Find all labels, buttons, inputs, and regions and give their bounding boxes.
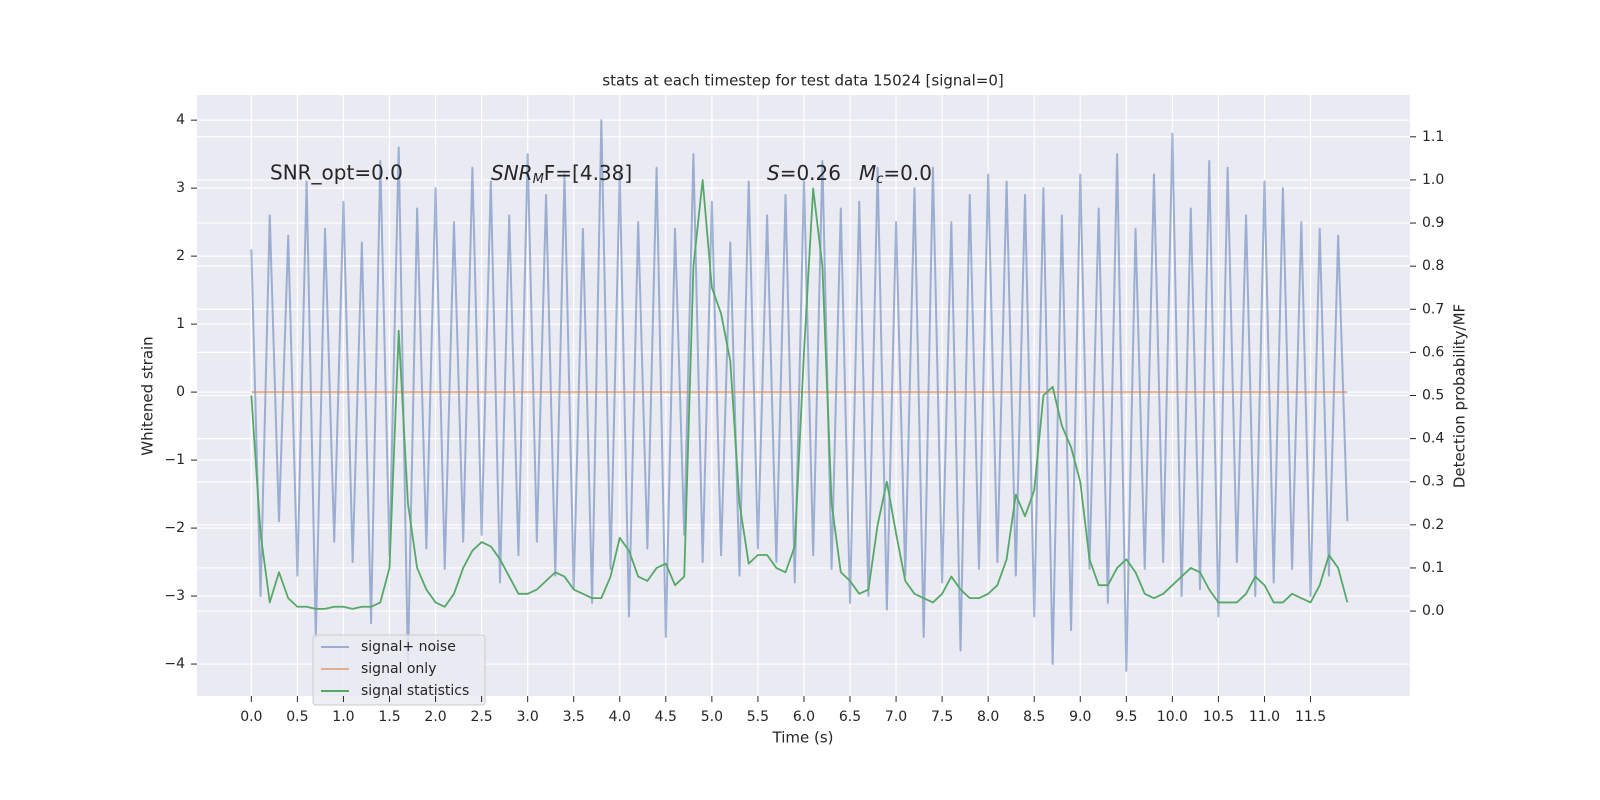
- legend-label: signal+ noise: [361, 639, 456, 655]
- x-tick-label: 4.0: [609, 709, 631, 725]
- x-tick-label: 10.5: [1203, 709, 1234, 725]
- y-tick-label: −1: [164, 452, 185, 468]
- x-tick-label: 4.5: [655, 709, 677, 725]
- y2-tick-label: 0.7: [1422, 301, 1444, 317]
- x-tick-label: 11.0: [1249, 709, 1280, 725]
- annotation: Mc=0.0: [859, 161, 932, 187]
- y2-tick-label: 0.8: [1422, 258, 1444, 274]
- x-tick-label: 10.0: [1157, 709, 1188, 725]
- y-tick-label: −4: [164, 656, 185, 672]
- y-tick-label: 4: [176, 112, 185, 128]
- x-tick-label: 1.0: [332, 709, 354, 725]
- x-tick-label: 7.5: [931, 709, 953, 725]
- legend-box: [312, 634, 486, 706]
- annotation-part: =0.26: [780, 161, 841, 185]
- y2-tick-label: 0.1: [1422, 560, 1444, 576]
- annotation-part: =0.0: [883, 161, 932, 185]
- x-tick-label: 0.0: [240, 709, 262, 725]
- x-tick-label: 2.0: [424, 709, 446, 725]
- y2-tick-label: 0.5: [1422, 388, 1444, 404]
- legend-label: signal only: [361, 661, 436, 677]
- x-tick-label: 1.5: [378, 709, 400, 725]
- x-tick-label: 3.5: [563, 709, 585, 725]
- y2-tick-label: 1.0: [1422, 172, 1444, 188]
- annotation: S=0.26: [767, 161, 841, 185]
- y2-tick-label: 1.1: [1422, 129, 1444, 145]
- legend-label: signal statistics: [361, 683, 469, 699]
- y2-axis-label: Detection probability/MF: [1451, 304, 1469, 488]
- x-axis-label: Time (s): [772, 729, 834, 747]
- y-tick-label: 3: [176, 180, 185, 196]
- annotation: SNR_opt=0.0: [270, 161, 403, 185]
- y-axis-label: Whitened strain: [139, 336, 157, 455]
- x-tick-label: 3.0: [517, 709, 539, 725]
- x-tick-label: 0.5: [286, 709, 308, 725]
- y-tick-label: −2: [164, 520, 185, 536]
- series-line: [250, 119, 1349, 672]
- x-tick-label: 11.5: [1295, 709, 1326, 725]
- annotation-part: SNR: [491, 161, 533, 185]
- y2-tick-label: 0.0: [1422, 603, 1444, 619]
- x-tick-label: 9.0: [1069, 709, 1091, 725]
- x-tick-label: 8.5: [1023, 709, 1045, 725]
- annotation-part: M: [533, 172, 544, 187]
- y2-tick-label: 0.9: [1422, 215, 1444, 231]
- y-tick-label: 0: [176, 384, 185, 400]
- x-tick-label: 2.5: [470, 709, 492, 725]
- y2-tick-label: 0.3: [1422, 474, 1444, 490]
- y2-tick-label: 0.2: [1422, 517, 1444, 533]
- x-tick-label: 6.0: [793, 709, 815, 725]
- x-tick-label: 8.0: [977, 709, 999, 725]
- y-tick-label: 2: [176, 248, 185, 264]
- y-tick-label: 1: [176, 316, 185, 332]
- annotation-part: M: [859, 161, 876, 185]
- annotation-part: c: [876, 172, 883, 187]
- x-tick-label: 5.0: [701, 709, 723, 725]
- annotation: SNRMF=[4.38]: [491, 161, 632, 187]
- series-line: [250, 179, 1349, 610]
- x-tick-label: 9.5: [1115, 709, 1137, 725]
- x-tick-label: 6.5: [839, 709, 861, 725]
- y-tick-label: −3: [164, 588, 185, 604]
- annotation-part: S: [767, 161, 780, 185]
- chart-title: stats at each timestep for test data 150…: [602, 72, 1003, 90]
- y2-tick-label: 0.4: [1422, 431, 1444, 447]
- x-tick-label: 5.5: [747, 709, 769, 725]
- y2-tick-label: 0.6: [1422, 344, 1444, 360]
- annotation-part: F=[4.38]: [544, 161, 632, 185]
- x-tick-label: 7.0: [885, 709, 907, 725]
